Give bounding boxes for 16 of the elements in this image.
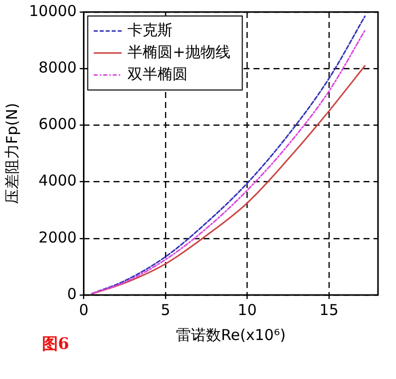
x-axis-title: 雷诺数Re(x10⁶) bbox=[176, 326, 286, 344]
caption: 图6 bbox=[42, 334, 70, 354]
y-tick-label: 6000 bbox=[38, 115, 77, 134]
x-tick-label: 15 bbox=[319, 300, 338, 319]
y-tick-label: 0 bbox=[67, 284, 77, 303]
legend-label: 双半椭圆 bbox=[128, 64, 188, 83]
x-tick-label: 0 bbox=[78, 300, 88, 319]
x-tick-label: 10 bbox=[238, 300, 257, 319]
legend-label: 卡克斯 bbox=[128, 20, 173, 39]
legend-label: 半椭圆+抛物线 bbox=[128, 42, 230, 61]
y-tick-label: 8000 bbox=[38, 58, 77, 76]
x-tick-label: 5 bbox=[160, 300, 170, 319]
y-tick-label: 10000 bbox=[29, 2, 77, 20]
y-axis-title: 压差阻力Fp(N) bbox=[2, 102, 21, 204]
y-tick-label: 2000 bbox=[38, 228, 77, 246]
y-tick-label: 4000 bbox=[38, 172, 77, 190]
